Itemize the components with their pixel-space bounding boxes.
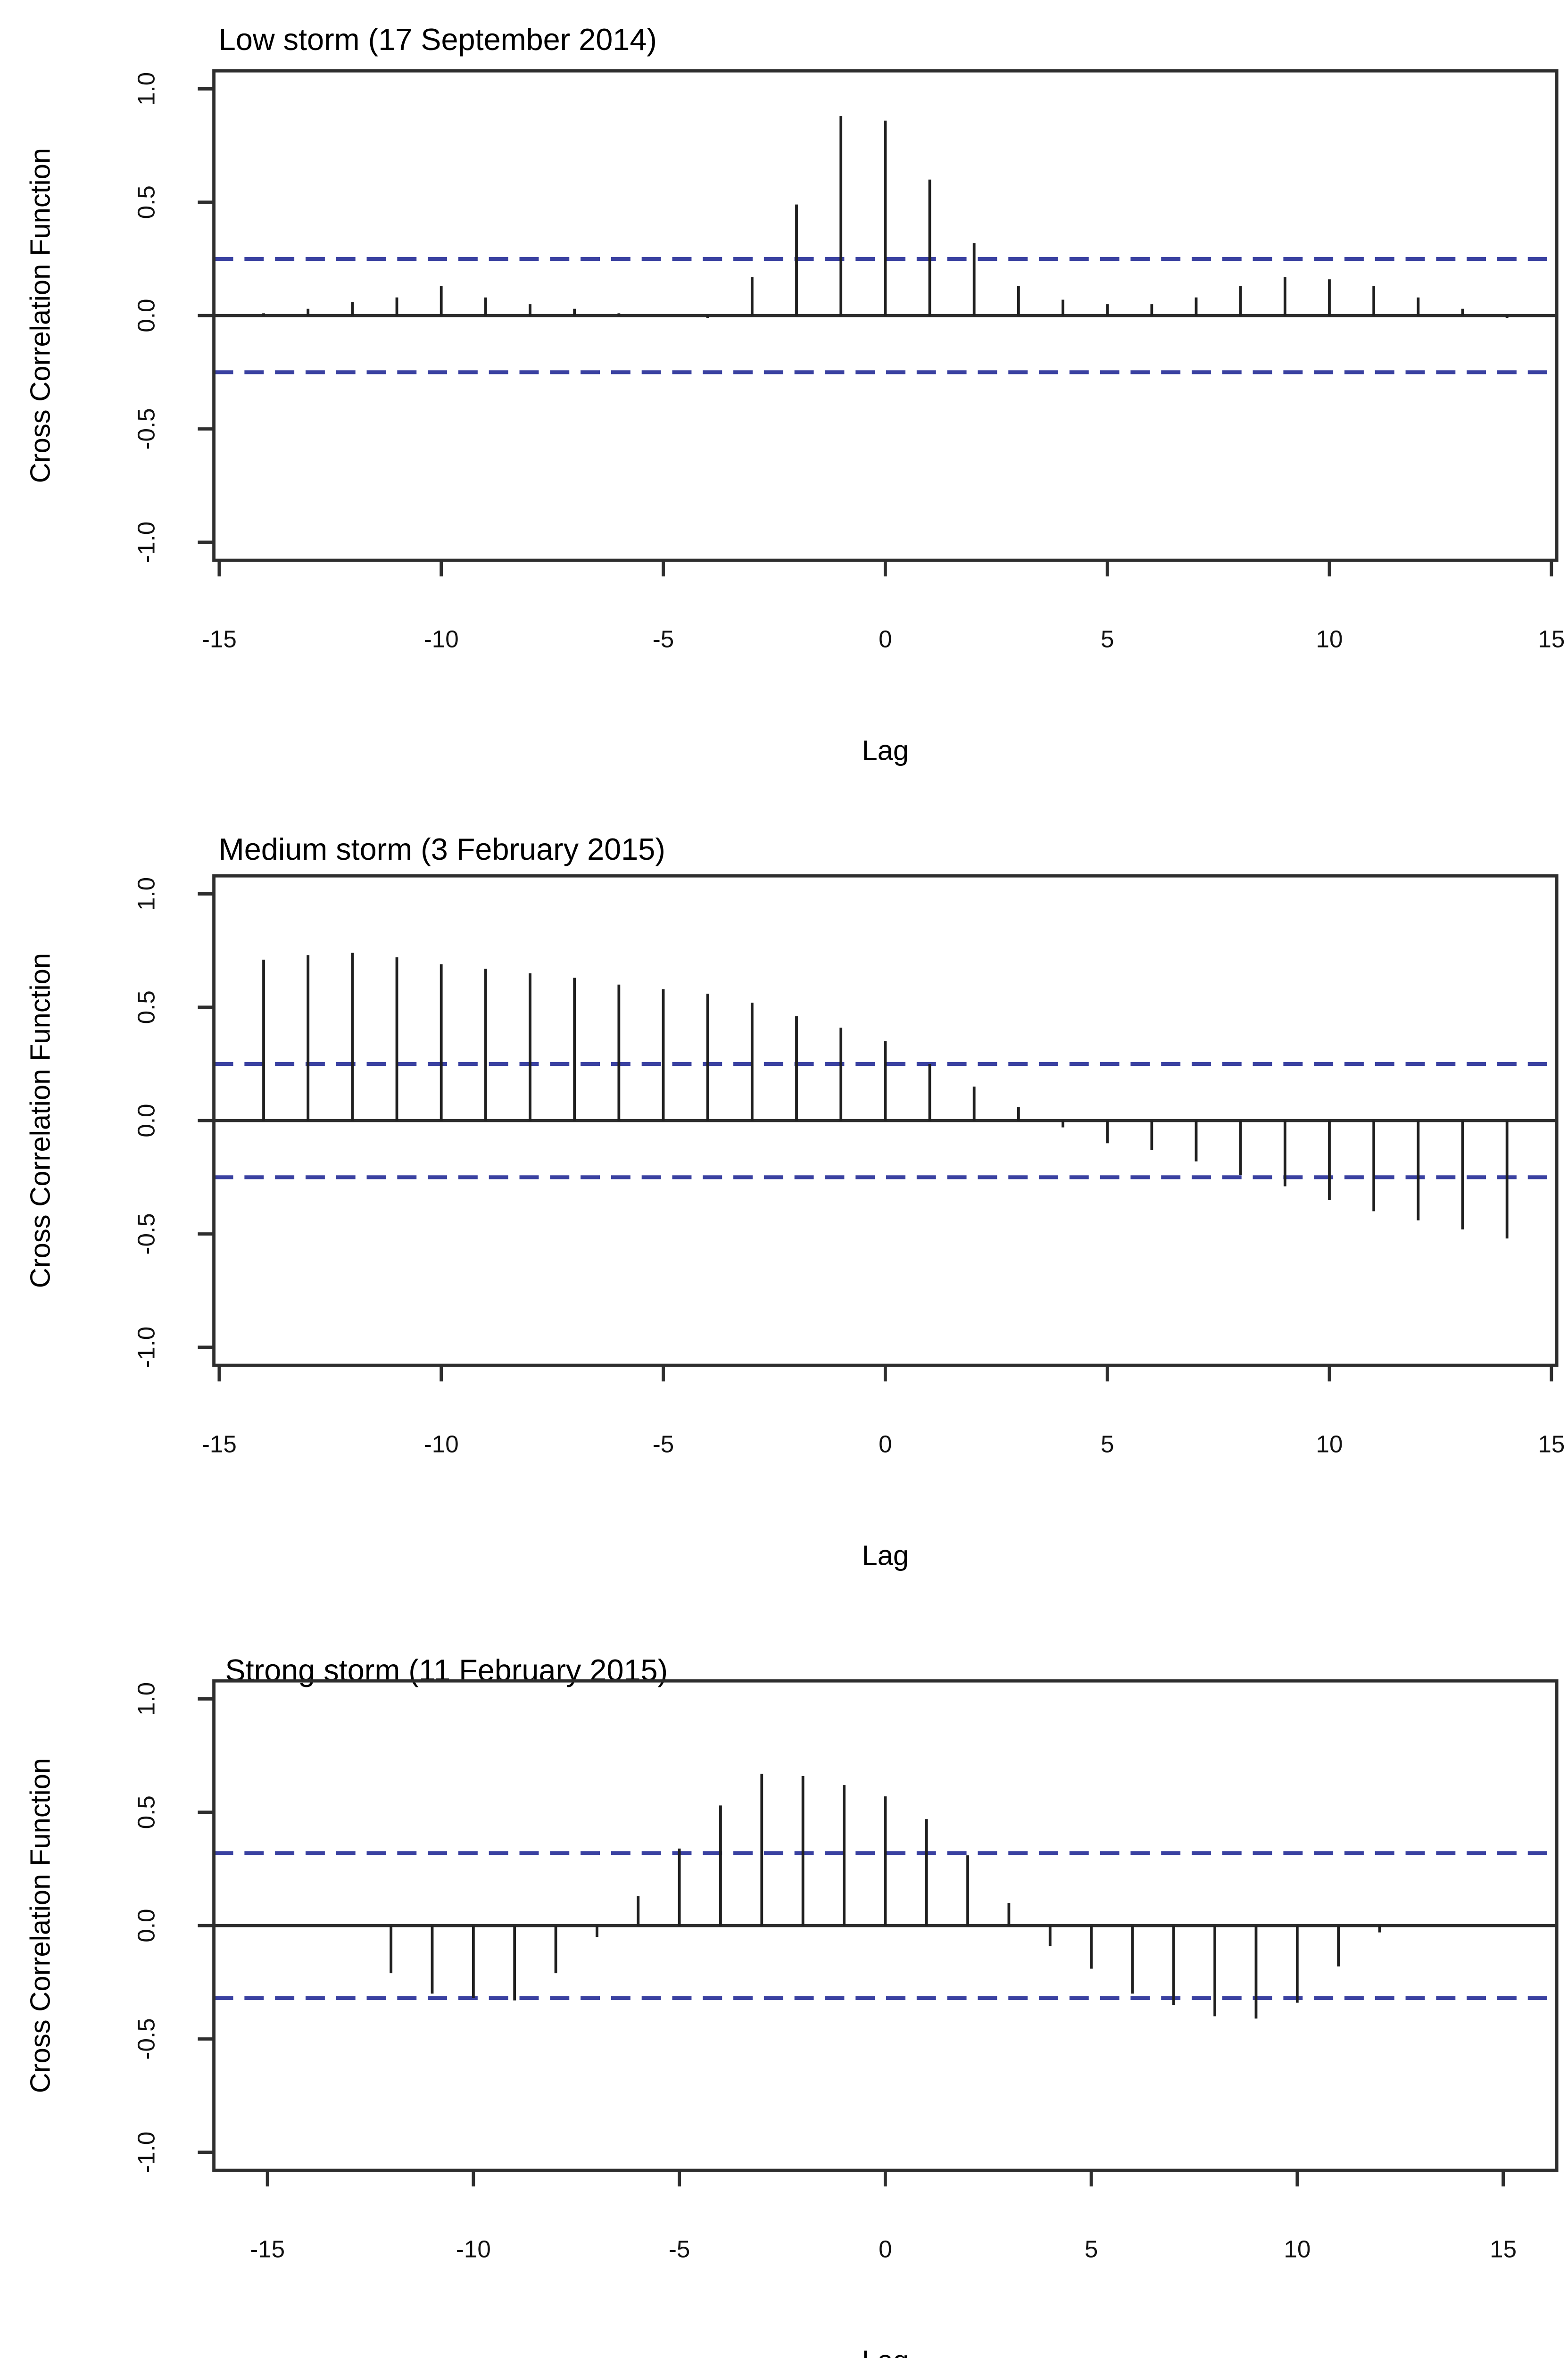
x-tick-label: 0 <box>879 625 892 652</box>
y-tick-label: 0.0 <box>133 299 159 332</box>
x-tick-label: -10 <box>424 625 459 652</box>
plot-area: 1.0 0.5 0.0 -0.5 -1.0 -15 -10 -5 0 5 10 15 <box>133 1679 1559 2262</box>
x-tick-label: 15 <box>1538 625 1565 652</box>
y-axis-title: Cross Correlation Function <box>25 1758 56 2093</box>
y-tick-label: 1.0 <box>133 877 159 911</box>
x-tick-label: -10 <box>456 2235 491 2262</box>
y-tick-label: 1.0 <box>133 72 159 106</box>
plot-area: 1.0 0.5 0.0 -0.5 -1.0 -15 -10 -5 0 5 10 15 <box>133 874 1565 1457</box>
x-axis-title: Lag <box>862 1539 909 1571</box>
y-tick-label: -0.5 <box>133 2018 159 2059</box>
y-tick-label: -1.0 <box>133 522 159 563</box>
ccf-panel-low-storm: Low storm (17 September 2014) Lag Cross … <box>0 0 1568 805</box>
x-tick-label: 10 <box>1284 2235 1311 2262</box>
y-axis-title: Cross Correlation Function <box>25 148 56 483</box>
y-tick-label: 0.5 <box>133 990 159 1024</box>
x-tick-label: 5 <box>1085 2235 1098 2262</box>
x-tick-label: -10 <box>424 1430 459 1457</box>
x-tick-label: -5 <box>653 625 674 652</box>
ccf-chart-strong-storm: Strong storm (11 February 2015) Lag Cros… <box>25 1653 1559 2358</box>
x-tick-label: 5 <box>1101 1430 1114 1457</box>
y-tick-label: 0.0 <box>133 1104 159 1137</box>
x-tick-label: 15 <box>1538 1430 1565 1457</box>
ccf-panel-strong-storm: Strong storm (11 February 2015) Lag Cros… <box>0 1610 1568 2358</box>
x-tick-label: -15 <box>250 2235 285 2262</box>
y-tick-label: -0.5 <box>133 408 159 449</box>
x-tick-label: -15 <box>202 1430 237 1457</box>
y-tick-label: 1.0 <box>133 1682 159 1716</box>
y-tick-label: 0.5 <box>133 185 159 219</box>
plot-area: 1.0 0.5 0.0 -0.5 -1.0 -15 -10 -5 0 5 10 15 <box>133 69 1565 652</box>
y-tick-label: 0.5 <box>133 1795 159 1829</box>
x-axis-title: Lag <box>862 734 909 766</box>
x-tick-label: 0 <box>879 2235 892 2262</box>
y-axis-title: Cross Correlation Function <box>25 953 56 1288</box>
ccf-panel-medium-storm: Medium storm (3 February 2015) Lag Cross… <box>0 805 1568 1610</box>
ccf-chart-low-storm: Low storm (17 September 2014) Lag Cross … <box>25 22 1565 766</box>
x-axis-title: Lag <box>862 2344 909 2358</box>
x-tick-label: 15 <box>1490 2235 1517 2262</box>
x-tick-label: 10 <box>1316 625 1343 652</box>
y-tick-label: -1.0 <box>133 2132 159 2173</box>
x-tick-label: 10 <box>1316 1430 1343 1457</box>
ccf-chart-medium-storm: Medium storm (3 February 2015) Lag Cross… <box>25 832 1565 1571</box>
x-tick-label: -15 <box>202 625 237 652</box>
x-tick-label: -5 <box>653 1430 674 1457</box>
y-tick-label: 0.0 <box>133 1909 159 1943</box>
chart-title: Low storm (17 September 2014) <box>219 22 657 57</box>
y-tick-label: -0.5 <box>133 1213 159 1254</box>
chart-title: Medium storm (3 February 2015) <box>219 832 665 866</box>
x-tick-label: 0 <box>879 1430 892 1457</box>
x-tick-label: 5 <box>1101 625 1114 652</box>
x-tick-label: -5 <box>669 2235 690 2262</box>
y-tick-label: -1.0 <box>133 1327 159 1368</box>
